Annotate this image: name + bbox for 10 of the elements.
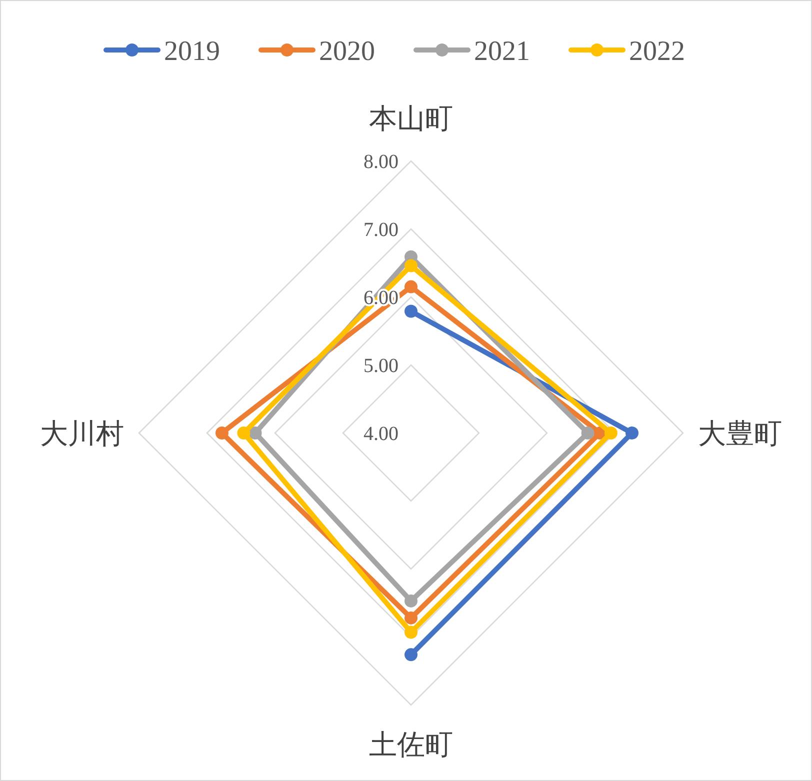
spoke-label: 本山町 xyxy=(369,104,453,135)
spoke-label: 土佐町 xyxy=(369,730,453,762)
spoke-label: 大豊町 xyxy=(698,419,782,450)
legend-label: 2019 xyxy=(164,36,220,67)
y-tick-label: 7.00 xyxy=(364,219,398,241)
legend-label: 2021 xyxy=(474,36,530,67)
legend-label: 2022 xyxy=(629,36,685,67)
y-tick-label: 8.00 xyxy=(364,151,398,173)
legend-label: 2020 xyxy=(319,36,375,67)
spoke-label: 大川村 xyxy=(40,419,124,450)
